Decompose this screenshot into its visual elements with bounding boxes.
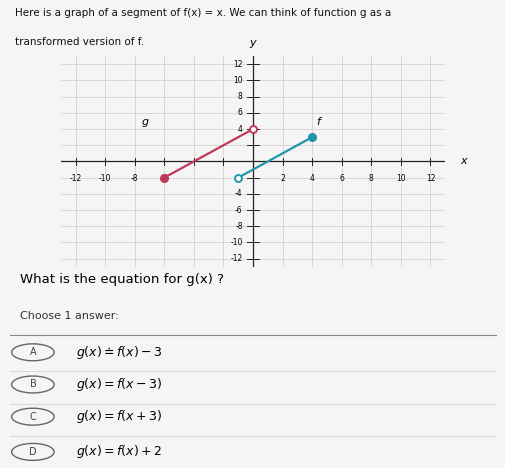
Text: y: y bbox=[249, 38, 256, 48]
Text: -10: -10 bbox=[230, 238, 242, 247]
Text: g: g bbox=[142, 117, 149, 127]
Text: -10: -10 bbox=[98, 174, 111, 183]
Text: B: B bbox=[29, 380, 36, 389]
Text: -12: -12 bbox=[230, 254, 242, 263]
Text: -6: -6 bbox=[160, 174, 168, 183]
Text: Here is a graph of a segment of f(x) = x. We can think of function g as a: Here is a graph of a segment of f(x) = x… bbox=[15, 8, 391, 18]
Text: 2: 2 bbox=[280, 174, 284, 183]
Text: D: D bbox=[29, 447, 37, 457]
Text: -4: -4 bbox=[234, 190, 242, 198]
Text: -8: -8 bbox=[131, 174, 138, 183]
Text: 4: 4 bbox=[309, 174, 314, 183]
Text: C: C bbox=[29, 412, 36, 422]
Text: 10: 10 bbox=[233, 76, 242, 85]
Text: Choose 1 answer:: Choose 1 answer: bbox=[20, 311, 119, 321]
Text: -6: -6 bbox=[234, 205, 242, 214]
Text: $g(x) = f(x + 3)$: $g(x) = f(x + 3)$ bbox=[76, 408, 162, 425]
Text: What is the equation for g(x) ?: What is the equation for g(x) ? bbox=[20, 273, 224, 286]
Text: 6: 6 bbox=[339, 174, 343, 183]
Text: 12: 12 bbox=[233, 60, 242, 69]
Text: transformed version of f.: transformed version of f. bbox=[15, 37, 144, 46]
Text: $g(x) \doteq f(x) - 3$: $g(x) \doteq f(x) - 3$ bbox=[76, 344, 162, 361]
Text: -8: -8 bbox=[235, 222, 242, 231]
Text: f: f bbox=[316, 117, 320, 127]
Text: 12: 12 bbox=[425, 174, 434, 183]
Text: 10: 10 bbox=[395, 174, 405, 183]
Text: 6: 6 bbox=[237, 109, 242, 117]
Text: A: A bbox=[29, 347, 36, 357]
Text: $g(x) = f(x) + 2$: $g(x) = f(x) + 2$ bbox=[76, 443, 162, 461]
Text: 8: 8 bbox=[368, 174, 373, 183]
Text: 4: 4 bbox=[237, 124, 242, 133]
Text: $g(x) = f(x - 3)$: $g(x) = f(x - 3)$ bbox=[76, 376, 162, 393]
Text: -12: -12 bbox=[69, 174, 81, 183]
Text: x: x bbox=[459, 156, 466, 167]
Text: 8: 8 bbox=[237, 92, 242, 101]
